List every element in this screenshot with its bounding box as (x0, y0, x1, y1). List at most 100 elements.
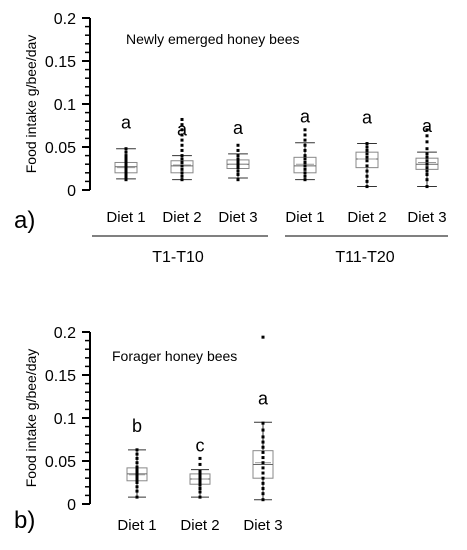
data-point (365, 185, 369, 189)
data-point (261, 476, 265, 480)
box-group (170, 117, 194, 182)
data-point (261, 461, 265, 465)
y-tick-label: 0.05 (45, 140, 76, 157)
data-point (198, 481, 202, 484)
y-tick-label: 0.15 (45, 368, 76, 385)
data-point (425, 169, 429, 173)
box-group (293, 128, 317, 182)
data-point (303, 133, 307, 137)
data-point (198, 474, 202, 478)
data-point (180, 123, 184, 127)
y-axis-title: Food intake g/bee/day (23, 349, 39, 488)
data-point (365, 155, 369, 159)
data-point (180, 178, 184, 182)
data-point (180, 171, 184, 175)
chart-title: Forager honey bees (112, 348, 237, 364)
data-point (303, 171, 307, 175)
box-group (189, 456, 211, 499)
data-point (425, 155, 429, 159)
data-point (236, 160, 240, 164)
data-point (124, 173, 128, 177)
data-point (303, 138, 307, 142)
data-point (303, 178, 307, 182)
data-point (180, 157, 184, 161)
data-point (180, 160, 184, 164)
y-tick-label: 0.2 (54, 325, 76, 342)
data-point (261, 435, 265, 439)
data-point (135, 470, 139, 474)
data-point (303, 154, 307, 158)
data-point (425, 152, 429, 156)
data-point (261, 450, 265, 454)
panel-label: b) (14, 507, 35, 534)
data-point (236, 169, 240, 173)
data-point (303, 128, 307, 132)
y-tick-label: 0.05 (45, 454, 76, 471)
data-point (135, 475, 139, 479)
data-point (365, 148, 369, 152)
data-point (124, 164, 128, 168)
data-point (135, 461, 139, 465)
data-point (124, 171, 128, 175)
data-point (425, 162, 429, 166)
data-point (180, 164, 184, 168)
data-point (198, 476, 202, 480)
data-point (261, 456, 265, 460)
data-point (236, 157, 240, 161)
data-point (425, 147, 429, 151)
x-category-label: Diet 1 (117, 517, 156, 534)
data-point (198, 478, 202, 482)
data-point (135, 481, 139, 484)
box-group (355, 142, 379, 189)
data-point (124, 150, 128, 154)
data-point (365, 169, 369, 173)
y-tick-label: 0 (67, 497, 76, 514)
data-point (198, 472, 202, 476)
data-point (198, 462, 202, 466)
x-group-label: T1-T10 (152, 249, 204, 266)
chart-title: Newly emerged honey bees (126, 31, 300, 47)
data-point (124, 156, 128, 160)
data-point (236, 154, 240, 158)
data-point (135, 495, 139, 499)
data-point (303, 167, 307, 171)
significance-letter: a (300, 107, 311, 127)
data-point (365, 174, 369, 178)
data-point (135, 452, 139, 456)
x-category-label: Diet 2 (180, 517, 219, 534)
x-category-label: Diet 1 (106, 209, 145, 226)
y-tick-label: 0.15 (45, 54, 76, 71)
data-point (365, 164, 369, 168)
data-point (135, 485, 139, 489)
y-tick-label: 0.1 (54, 97, 76, 114)
data-point (261, 498, 265, 502)
data-point (124, 147, 128, 151)
box-group (252, 335, 274, 502)
panel-label: a) (14, 207, 35, 234)
data-point (124, 159, 128, 163)
data-point (180, 128, 184, 132)
data-point (261, 481, 265, 485)
y-tick-label: 0 (67, 183, 76, 200)
data-point (303, 164, 307, 168)
box-group (126, 448, 148, 499)
data-point (261, 471, 265, 475)
significance-letter: a (258, 388, 269, 408)
data-point (236, 173, 240, 177)
x-group-label: T11-T20 (335, 249, 394, 266)
data-point (261, 492, 265, 496)
significance-letter: a (121, 113, 132, 133)
data-point (261, 466, 265, 470)
data-point (425, 140, 429, 144)
x-category-label: Diet 2 (347, 209, 386, 226)
data-point (236, 148, 240, 152)
data-point (303, 148, 307, 152)
data-point (135, 478, 139, 482)
data-point (425, 173, 429, 177)
data-point (236, 166, 240, 170)
data-point (261, 440, 265, 444)
significance-letter: a (233, 118, 244, 138)
y-axis-title: Food intake g/bee/dav (23, 35, 39, 174)
data-point (303, 143, 307, 147)
